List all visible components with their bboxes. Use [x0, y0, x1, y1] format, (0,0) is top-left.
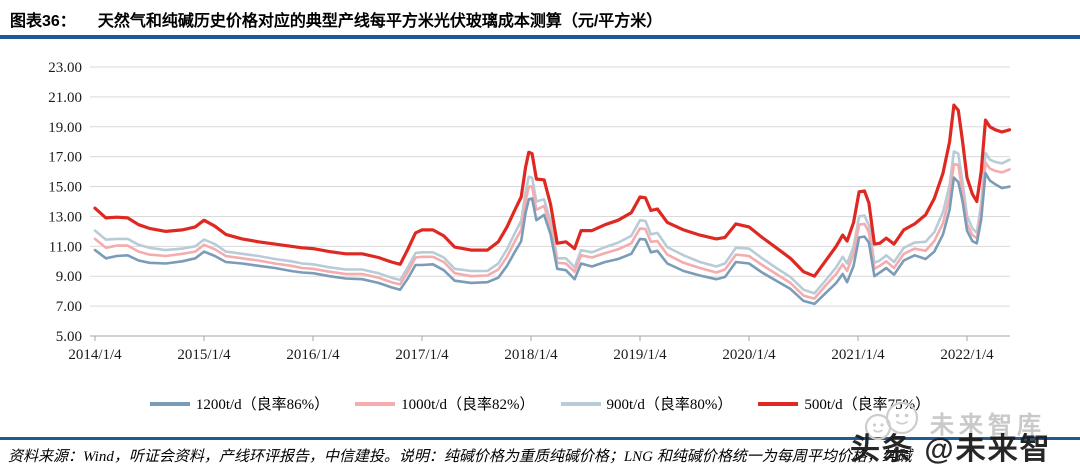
- watermark-light-text: 未来智库: [930, 411, 1046, 439]
- line-chart: 23.00 21.00 19.00 17.00 15.00 13.00 11.00 9.00 7…: [48, 60, 1012, 363]
- y-tick-label: 17.00: [48, 150, 82, 166]
- legend-item-500td: 500t/d（良率75%）: [758, 393, 930, 414]
- figure-header: 图表36： 天然气和纯碱历史价格对应的典型产线每平方米光伏玻璃成本测算（元/平方…: [10, 7, 1070, 31]
- y-tick-label: 23.00: [48, 60, 82, 76]
- y-tick-label: 19.00: [48, 120, 82, 136]
- x-tick-label: 2017/1/4: [395, 347, 449, 363]
- header-rule: [0, 35, 1080, 39]
- chart-legend: 1200t/d（良率86%） 1000t/d（良率82%） 900t/d（良率80%…: [0, 393, 1080, 414]
- x-tick-label: 2019/1/4: [613, 347, 667, 363]
- y-tick-label: 7.00: [56, 299, 82, 315]
- watermark-dark: 头条 @未来智库: [850, 433, 1052, 466]
- legend-label-500td: 500t/d（良率75%）: [804, 397, 931, 413]
- y-tick-label: 5.00: [56, 329, 82, 345]
- legend-swatch-1000td: [355, 401, 396, 406]
- legend-swatch-1200td: [149, 401, 190, 406]
- legend-label-1000td: 1000t/d（良率82%）: [401, 397, 535, 413]
- y-tick-label: 9.00: [56, 269, 82, 285]
- legend-item-1000td: 1000t/d（良率82%）: [355, 393, 535, 414]
- legend-label-1200td: 1200t/d（良率86%）: [195, 397, 330, 413]
- legend-label-900td: 900t/d（良率80%）: [606, 397, 733, 413]
- y-tick-label: 13.00: [48, 209, 82, 225]
- y-tick-label: 11.00: [49, 239, 82, 255]
- source-note: 资料来源：Wind，听证会资料，产线环评报告，中信建投。说明：纯碱价格为重质纯碱…: [8, 449, 912, 465]
- watermark-light: 未来智库: [862, 401, 1046, 443]
- y-tick-label: 21.00: [48, 90, 82, 106]
- figure-tag: 图表36：: [10, 13, 76, 30]
- series-line-1000td: [93, 161, 1011, 300]
- x-tick-label: 2021/1/4: [831, 347, 885, 363]
- figure-title: 天然气和纯碱历史价格对应的典型产线每平方米光伏玻璃成本测算（元/平方米）: [97, 13, 663, 30]
- legend-item-1200td: 1200t/d（良率86%）: [149, 393, 330, 414]
- footer-rule: [0, 437, 1080, 440]
- series-line-500td: [93, 103, 1012, 278]
- x-tick-label: 2022/1/4: [940, 347, 994, 363]
- series-line-900td: [93, 150, 1011, 295]
- x-tick-label: 2015/1/4: [177, 347, 231, 363]
- chat-bubbles-icon: [864, 401, 919, 441]
- legend-item-900td: 900t/d（良率80%）: [560, 393, 733, 414]
- x-tick-label: 2020/1/4: [722, 347, 776, 363]
- y-tick-label: 15.00: [48, 180, 82, 196]
- legend-swatch-500td: [758, 401, 799, 406]
- x-tick-label: 2018/1/4: [504, 347, 558, 363]
- series-line-1200td: [93, 171, 1011, 306]
- x-tick-label: 2016/1/4: [286, 347, 340, 363]
- x-tick-label: 2014/1/4: [68, 347, 122, 363]
- legend-swatch-900td: [560, 401, 601, 406]
